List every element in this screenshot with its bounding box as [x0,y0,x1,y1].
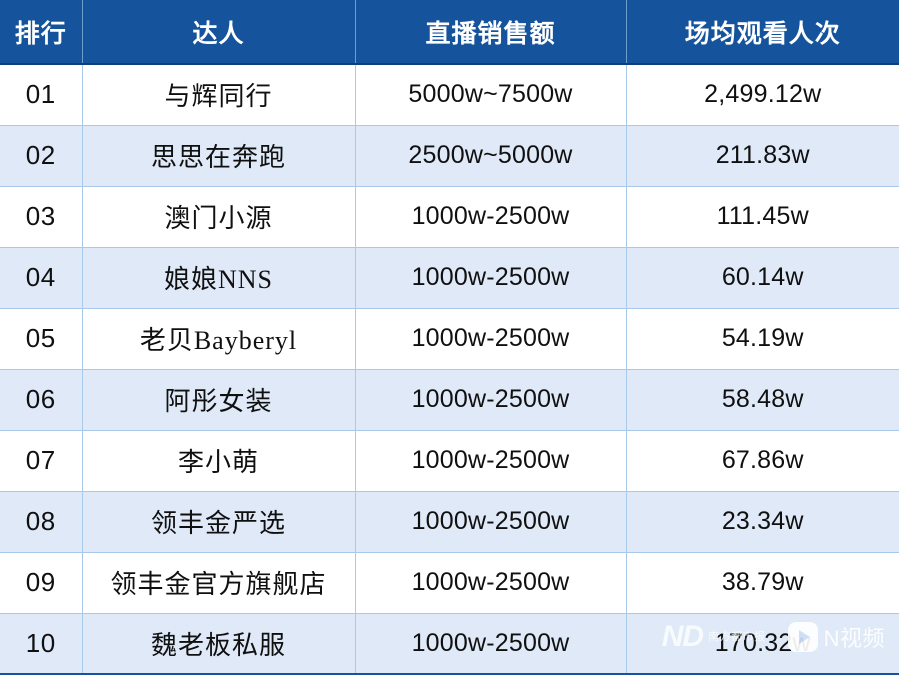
cell-sales: 1000w-2500w [355,308,627,370]
cell-name: 李小萌 [82,430,356,492]
cell-name: 与辉同行 [82,64,356,126]
cell-rank: 09 [0,552,83,614]
column-header-sales: 直播销售额 [355,0,627,65]
cell-sales: 1000w-2500w [355,430,627,492]
cell-sales: 1000w-2500w [355,552,627,614]
cell-rank: 04 [0,247,83,309]
cell-sales: 5000w~7500w [355,64,627,126]
table-row: 07 李小萌 1000w-2500w 67.86w [0,430,899,492]
cell-name: 娘娘NNS [82,247,356,309]
cell-rank: 08 [0,491,83,553]
cell-rank: 05 [0,308,83,370]
cell-sales: 1000w-2500w [355,491,627,553]
cell-name: 领丰金严选 [82,491,356,553]
cell-views: 54.19w [626,308,899,370]
cell-sales: 1000w-2500w [355,613,627,675]
cell-rank: 10 [0,613,83,675]
cell-views: 23.34w [626,491,899,553]
cell-views: 2,499.12w [626,64,899,126]
cell-name: 澳门小源 [82,186,356,248]
cell-views: 38.79w [626,552,899,614]
cell-rank: 06 [0,369,83,431]
cell-rank: 01 [0,64,83,126]
cell-name: 领丰金官方旗舰店 [82,552,356,614]
cell-rank: 03 [0,186,83,248]
cell-views: 211.83w [626,125,899,187]
table-row: 08 领丰金严选 1000w-2500w 23.34w [0,491,899,553]
table-header: 排行 达人 直播销售额 场均观看人次 [0,0,899,65]
cell-views: 58.48w [626,369,899,431]
column-header-name: 达人 [82,0,356,65]
table-row: 05 老贝Bayberyl 1000w-2500w 54.19w [0,308,899,370]
table-row: 03 澳门小源 1000w-2500w 111.45w [0,186,899,248]
column-header-rank: 排行 [0,0,83,65]
cell-name: 思思在奔跑 [82,125,356,187]
table-header-row: 排行 达人 直播销售额 场均观看人次 [0,0,899,65]
table-row: 06 阿彤女装 1000w-2500w 58.48w [0,369,899,431]
cell-views: 111.45w [626,186,899,248]
cell-rank: 07 [0,430,83,492]
column-header-views: 场均观看人次 [626,0,899,65]
cell-sales: 1000w-2500w [355,369,627,431]
table-row: 09 领丰金官方旗舰店 1000w-2500w 38.79w [0,552,899,614]
cell-views: 170.32w [626,613,899,675]
cell-name: 老贝Bayberyl [82,308,356,370]
cell-sales: 2500w~5000w [355,125,627,187]
table-row: 10 魏老板私服 1000w-2500w 170.32w [0,613,899,675]
cell-views: 60.14w [626,247,899,309]
cell-sales: 1000w-2500w [355,186,627,248]
table-row: 01 与辉同行 5000w~7500w 2,499.12w [0,64,899,126]
cell-sales: 1000w-2500w [355,247,627,309]
table-row: 02 思思在奔跑 2500w~5000w 211.83w [0,125,899,187]
table-body: 01 与辉同行 5000w~7500w 2,499.12w 02 思思在奔跑 2… [0,64,899,675]
cell-views: 67.86w [626,430,899,492]
cell-rank: 02 [0,125,83,187]
cell-name: 阿彤女装 [82,369,356,431]
table-row: 04 娘娘NNS 1000w-2500w 60.14w [0,247,899,309]
cell-name: 魏老板私服 [82,613,356,675]
